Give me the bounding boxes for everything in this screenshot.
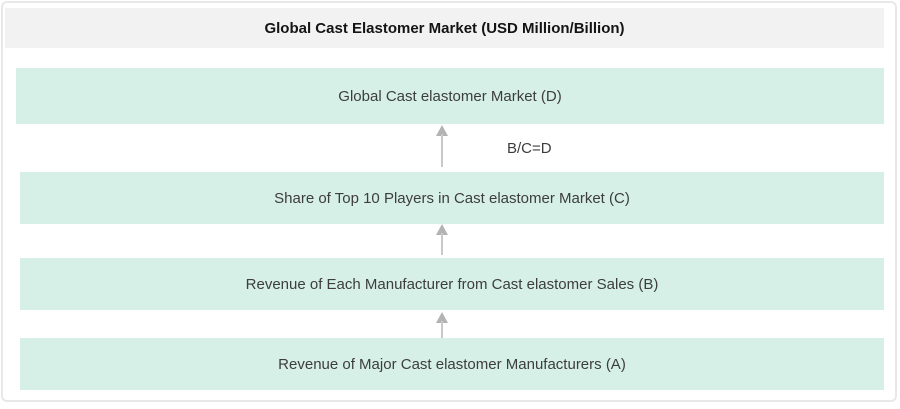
arrow-head [436,125,448,136]
up-arrow-icon [434,312,450,338]
arrow-shaft [441,321,443,338]
formula-label: B/C=D [507,140,552,157]
arrow-shaft [441,233,443,255]
band-major-manufacturers-a: Revenue of Major Cast elastomer Manufact… [20,338,884,390]
band-global-market-d: Global Cast elastomer Market (D) [16,68,884,124]
band-label-b: Revenue of Each Manufacturer from Cast e… [245,275,659,293]
up-arrow-icon [434,125,450,167]
up-arrow-icon [434,224,450,255]
diagram-title: Global Cast Elastomer Market (USD Millio… [5,8,884,48]
band-top10-players-c: Share of Top 10 Players in Cast elastome… [20,172,884,224]
band-manufacturer-revenue-b: Revenue of Each Manufacturer from Cast e… [20,258,884,310]
arrow-shaft [441,134,443,167]
band-label-a: Revenue of Major Cast elastomer Manufact… [278,355,626,373]
arrow-head [436,224,448,235]
band-label-c: Share of Top 10 Players in Cast elastome… [274,189,630,207]
band-label-d: Global Cast elastomer Market (D) [338,87,562,105]
arrow-head [436,312,448,323]
